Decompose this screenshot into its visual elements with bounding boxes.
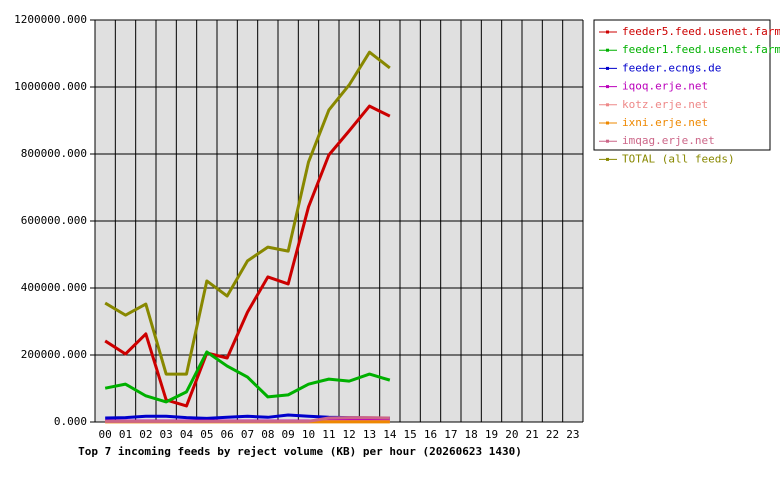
legend-swatch-dot — [606, 66, 609, 70]
legend-label: kotz.erje.net — [622, 98, 708, 111]
x-tick-label: 03 — [160, 428, 173, 441]
legend-label: feeder.ecngs.de — [622, 61, 721, 74]
y-tick-label: 0.000 — [54, 415, 87, 428]
chart-title: Top 7 incoming feeds by reject volume (K… — [78, 445, 522, 458]
x-tick-label: 04 — [180, 428, 194, 441]
x-tick-label: 22 — [546, 428, 559, 441]
legend-swatch-dot — [606, 85, 609, 89]
x-tick-label: 23 — [566, 428, 579, 441]
x-tick-label: 09 — [282, 428, 295, 441]
legend-label: iqoq.erje.net — [622, 80, 708, 93]
x-tick-label: 08 — [261, 428, 274, 441]
series-line — [105, 416, 390, 423]
legend-label: feeder5.feed.usenet.farm — [622, 25, 780, 38]
legend-label: feeder1.feed.usenet.farm — [622, 43, 780, 56]
x-tick-label: 06 — [221, 428, 234, 441]
legend-box — [593, 19, 771, 151]
x-tick-label: 16 — [424, 428, 437, 441]
y-tick-label: 1000000.000 — [14, 80, 87, 93]
x-tick-label: 21 — [526, 428, 539, 441]
y-tick-label: 600000.000 — [21, 214, 87, 227]
legend-swatch-dot — [606, 30, 609, 34]
legend-swatch-dot — [606, 139, 609, 143]
y-tick-label: 200000.000 — [21, 348, 87, 361]
legend-label: imqag.erje.net — [622, 134, 715, 147]
x-tick-label: 13 — [363, 428, 376, 441]
y-tick-label: 800000.000 — [21, 147, 87, 160]
y-tick-label: 1200000.000 — [14, 13, 87, 26]
x-tick-label: 15 — [404, 428, 417, 441]
x-tick-label: 17 — [444, 428, 457, 441]
x-tick-label: 10 — [302, 428, 315, 441]
x-tick-label: 12 — [343, 428, 356, 441]
series-line — [104, 104, 391, 408]
x-tick-label: 20 — [505, 428, 518, 441]
x-tick-label: 18 — [465, 428, 478, 441]
x-tick-label: 14 — [383, 428, 397, 441]
x-tick-label: 11 — [322, 428, 335, 441]
x-tick-label: 05 — [200, 428, 213, 441]
y-tick-label: 400000.000 — [21, 281, 87, 294]
x-tick-label: 00 — [99, 428, 112, 441]
legend-swatch-dot — [606, 103, 609, 107]
x-tick-label: 19 — [485, 428, 498, 441]
series-line — [104, 350, 391, 404]
x-tick-label: 02 — [139, 428, 152, 441]
legend-swatch-dot — [606, 157, 609, 161]
legend-swatch-dot — [606, 48, 609, 52]
legend-swatch-dot — [606, 121, 609, 125]
x-tick-label: 07 — [241, 428, 254, 441]
legend-label: ixni.erje.net — [622, 116, 708, 129]
x-tick-label: 01 — [119, 428, 132, 441]
series-line — [104, 50, 391, 376]
legend-label: TOTAL (all feeds) — [622, 152, 735, 165]
